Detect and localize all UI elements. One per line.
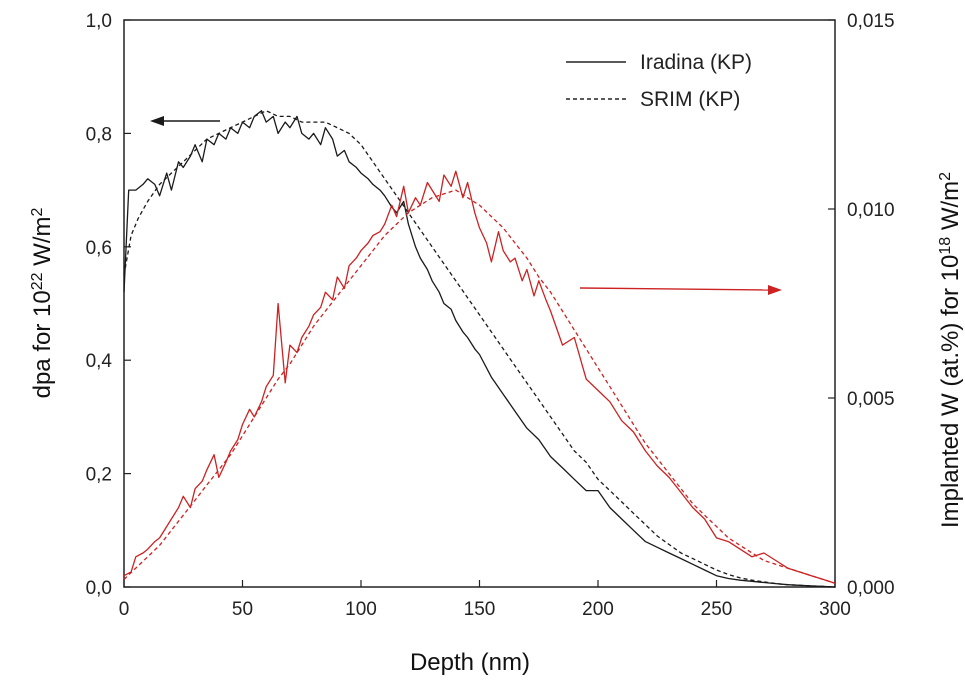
y-left-title-mid: W/m bbox=[29, 217, 56, 273]
annotation-arrows bbox=[150, 116, 782, 295]
implanted-w-srim-line bbox=[123, 189, 836, 584]
x-tick-label: 0 bbox=[119, 599, 130, 620]
x-tick-label: 300 bbox=[819, 599, 851, 620]
legend-label-srim: SRIM (KP) bbox=[640, 88, 740, 111]
x-tick-label: 250 bbox=[701, 599, 733, 620]
y-right-tick-label: 0,015 bbox=[847, 11, 895, 32]
y-left-tick-label: 0,4 bbox=[86, 351, 113, 372]
y-right-title-mid: W/m bbox=[937, 181, 964, 237]
x-tick-label: 150 bbox=[464, 599, 496, 620]
y-left-tick-label: 1,0 bbox=[86, 11, 112, 32]
x-tick-label: 100 bbox=[345, 599, 377, 620]
y-right-tick-label: 0,005 bbox=[847, 389, 895, 410]
y-left-tick-label: 0,8 bbox=[86, 124, 112, 145]
y-left-tick-label: 0,6 bbox=[86, 238, 112, 259]
legend: Iradina (KP) SRIM (KP) bbox=[566, 51, 752, 111]
x-tick-label: 50 bbox=[232, 599, 253, 620]
dpa-srim-line bbox=[123, 110, 836, 588]
x-tick-label: 200 bbox=[582, 599, 614, 620]
y-axis-left-title: dpa for 1022 W/m2 bbox=[29, 208, 57, 399]
y-left-tick-label: 0,2 bbox=[86, 465, 112, 486]
y-right-title-exp: 18 bbox=[937, 237, 954, 255]
y-right-title-exp2: 2 bbox=[937, 172, 954, 181]
y-right-title-prefix: Implanted W (at.%) for 10 bbox=[937, 255, 964, 528]
left-arrow-head bbox=[150, 116, 164, 126]
x-axis-title: Depth (nm) bbox=[410, 649, 530, 676]
y-right-tick-label: 0,000 bbox=[847, 578, 895, 599]
y-left-tick-label: 0,0 bbox=[86, 578, 112, 599]
y-axis-right-title: Implanted W (at.%) for 1018 W/m2 bbox=[937, 172, 965, 528]
legend-label-iradina: Iradina (KP) bbox=[640, 51, 752, 74]
right-axis-arrow bbox=[579, 287, 771, 291]
implanted-w-iradina-line bbox=[123, 170, 836, 584]
y-left-title-exp2: 2 bbox=[29, 208, 46, 217]
series-layer bbox=[123, 110, 836, 588]
y-right-tick-label: 0,010 bbox=[847, 200, 895, 221]
dpa-iradina-line bbox=[123, 110, 836, 588]
y-left-title-exp: 22 bbox=[29, 272, 46, 290]
axis-ticks: 0 50 100 150 200 250 300 0,0 0,2 0,4 0,6 0,8 1,0 0,00… bbox=[86, 11, 895, 620]
right-arrow-head bbox=[768, 285, 782, 295]
y-left-title-prefix: dpa for 10 bbox=[29, 290, 56, 398]
